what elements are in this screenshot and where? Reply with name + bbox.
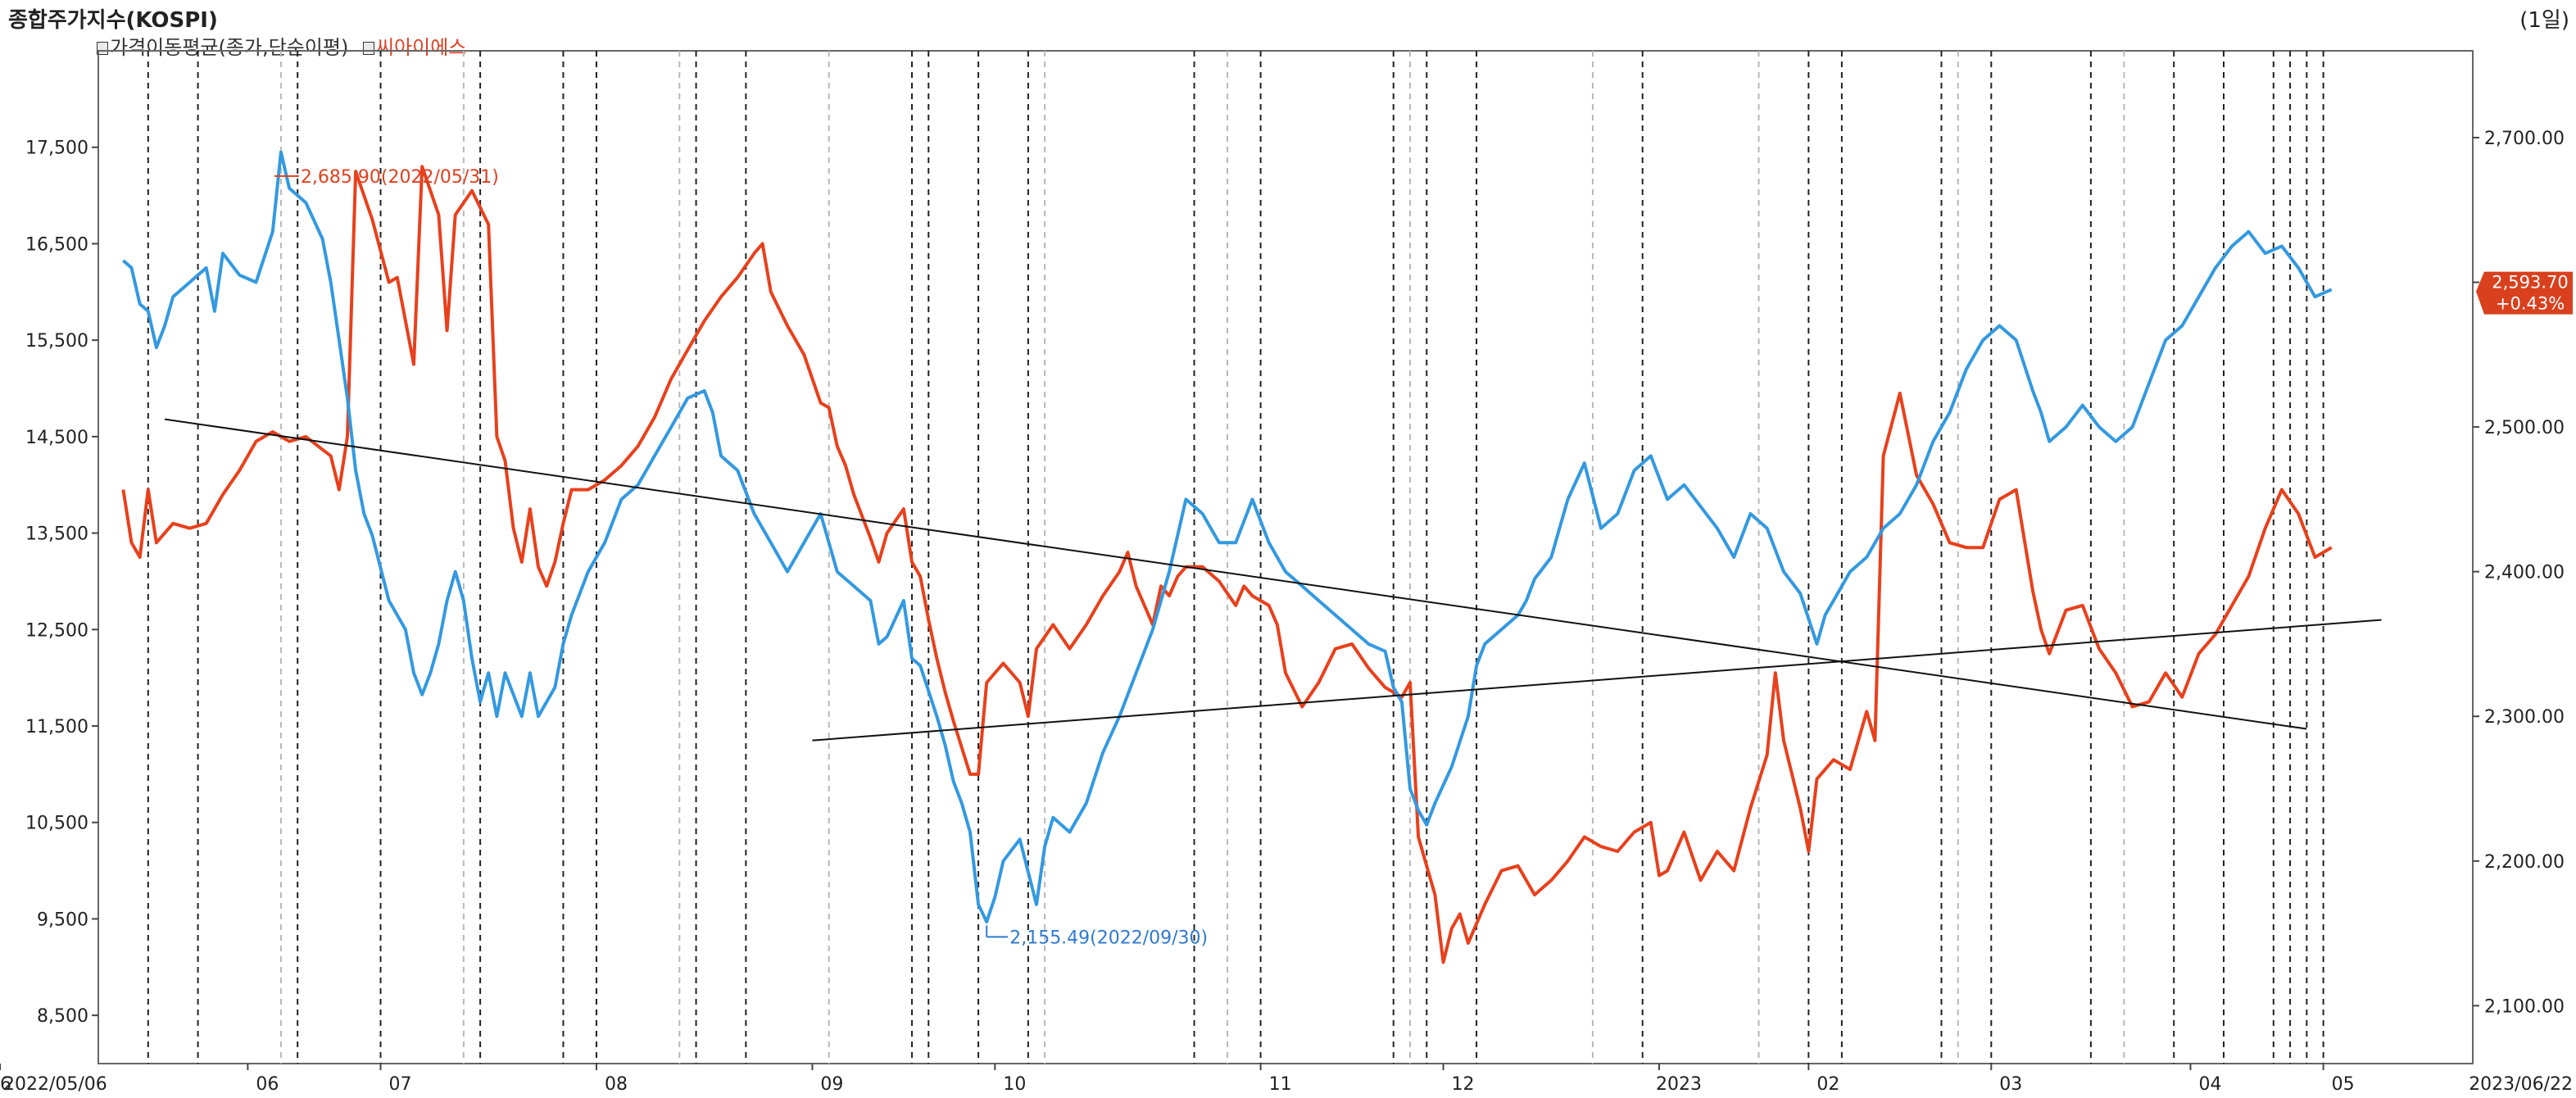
- y-left-tick-label: 11,500: [25, 717, 88, 737]
- y-left-tick-label: 8,500: [37, 1006, 88, 1027]
- x-tick-label: 12: [1452, 1074, 1475, 1095]
- x-tick-label: 2023/06/22: [2469, 1074, 2573, 1095]
- y-left-tick-label: 9,500: [37, 910, 88, 930]
- y-right-tick-label: 2,100.00: [2484, 996, 2565, 1017]
- y-left-tick-label: 14,500: [25, 428, 88, 448]
- trendline: [812, 619, 2382, 742]
- x-tick-label: 07: [389, 1074, 412, 1095]
- y-right-tick-label: 2,300.00: [2484, 707, 2565, 728]
- y-right-tick-label: 2,700.00: [2484, 129, 2565, 149]
- price-badge: [2476, 271, 2573, 315]
- y-right-tick-label: 2,400.00: [2484, 563, 2565, 583]
- x-tick-label: 2022/05/06: [3, 1074, 107, 1095]
- y-left-tick-label: 10,500: [25, 814, 88, 834]
- x-tick-label: 06: [256, 1074, 279, 1095]
- x-tick-label: 04: [2198, 1074, 2221, 1095]
- x-tick-label: 02: [1816, 1074, 1839, 1095]
- y-right-tick-label: 2,500.00: [2484, 418, 2565, 438]
- x-tick-label: 2023: [1656, 1074, 1702, 1095]
- y-left-tick-label: 16,500: [25, 234, 88, 255]
- legend-item-cis[interactable]: 씨아이에스: [375, 36, 467, 59]
- interval-label: (1일): [2519, 8, 2569, 33]
- trendline: [164, 418, 2307, 730]
- x-tick-label: 09: [820, 1074, 843, 1095]
- x-tick-label: 05: [2332, 1074, 2355, 1095]
- legend-item-moving-average[interactable]: 가격이동평균(종가,단순이평): [110, 36, 349, 59]
- x-tick-label: 11: [1269, 1074, 1292, 1095]
- price-badge-change: +0.43%: [2496, 294, 2565, 314]
- series-line-kospi: [122, 150, 2333, 923]
- x-tick-label: 03: [1999, 1074, 2022, 1095]
- y-left-tick-label: 17,500: [25, 138, 88, 159]
- price-badge-value: 2,593.70: [2492, 273, 2569, 293]
- x-tick-label: 08: [605, 1074, 628, 1095]
- y-right-tick-label: 2,200.00: [2484, 852, 2565, 873]
- y-left-tick-label: 13,500: [25, 524, 88, 545]
- plot-frame: [98, 50, 2474, 1064]
- x-tick-label: 10: [1003, 1074, 1026, 1095]
- y-left-tick-label: 15,500: [25, 331, 88, 352]
- annotation-high: 2,685.90(2022/05/31): [301, 167, 499, 188]
- chart-title: 종합주가지수(KOSPI): [8, 8, 218, 33]
- x-tick-label: 06: [0, 1074, 11, 1095]
- y-left-tick-label: 12,500: [25, 620, 88, 641]
- annotation-low: 2,155.49(2022/09/30): [1009, 928, 1208, 948]
